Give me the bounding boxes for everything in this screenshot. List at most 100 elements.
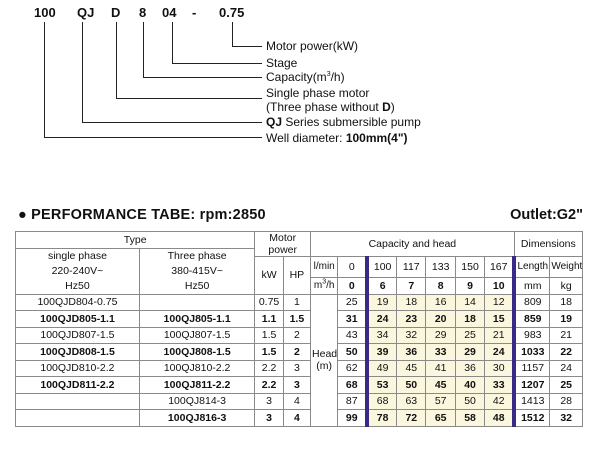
head-value: 18 [454, 310, 486, 328]
head-value: 36 [396, 343, 427, 361]
length-value: 1512 [512, 409, 551, 427]
type-header: Type [14, 231, 256, 249]
head-value: 50 [337, 343, 368, 361]
leader-stage-h [172, 63, 262, 64]
code-phase: D [111, 5, 121, 20]
header-row-lmin: kW HP l/min 0 100 117 133 150 167 Length… [16, 256, 583, 295]
single-phase-model: 100QJD811-2.2 [15, 376, 140, 394]
head-value: 32 [396, 326, 427, 344]
head-value: 62 [337, 359, 368, 377]
lmin-value: 0 [337, 256, 368, 278]
leader-series-v [82, 22, 83, 122]
head-value: 24 [484, 343, 515, 361]
head-value: 23 [396, 310, 427, 328]
length-value: 809 [512, 293, 551, 311]
leader-capacity-v [143, 22, 144, 77]
leader-stage-v [172, 22, 173, 63]
head-value: 34 [365, 326, 398, 344]
header-row-1: Type Motor power Capacity and head Dimens… [14, 231, 584, 257]
three-phase-model: 100QJ807-1.5 [138, 326, 256, 344]
three-phase-model: 100QJ805-1.1 [138, 310, 256, 328]
legend-motor-power: Motor power(kW) [266, 39, 359, 53]
hp-header: HP [282, 256, 312, 295]
motor-power-header: Motor power [254, 231, 312, 257]
leader-diameter-v [44, 22, 45, 137]
head-value: 14 [454, 293, 486, 311]
single-phase-model [15, 409, 140, 427]
length-value: 983 [512, 326, 551, 344]
single-phase-model: 100QJD810-2.2 [15, 359, 140, 377]
three-phase-model: 100QJ810-2.2 [138, 359, 256, 377]
weight-unit: kg [549, 277, 583, 295]
head-value: 45 [425, 376, 456, 394]
head-value: 49 [365, 359, 398, 377]
outlet-label: Outlet:G2" [510, 207, 583, 223]
head-value: 41 [425, 359, 456, 377]
single-phase-header: single phase 220-240V~ Hz50 [15, 247, 140, 295]
m3h-value: 7 [396, 277, 427, 295]
head-value: 29 [454, 343, 486, 361]
head-value: 53 [365, 376, 398, 394]
motor-hp: 1.5 [282, 310, 312, 328]
head-value: 12 [484, 293, 515, 311]
motor-hp: 4 [282, 409, 312, 427]
length-header: Length [512, 256, 551, 278]
head-value: 78 [365, 409, 398, 427]
head-value: 99 [337, 409, 368, 427]
table-row: 100QJD808-1.5 100QJ808-1.5 1.5 2 50 39 36 33 29 2… [15, 343, 583, 361]
head-value: 42 [484, 392, 515, 410]
table-row: 100QJD810-2.2 100QJ810-2.2 2.2 3 62 49 45 41 36 3… [15, 359, 583, 377]
table-row: 100QJD805-1.1 100QJ805-1.1 1.1 1.5 31 24 23 20 1… [15, 310, 583, 328]
head-label: Head (m) [310, 293, 339, 427]
head-value: 57 [425, 392, 456, 410]
performance-table: Type Motor power Capacity and head Dimens… [14, 231, 584, 427]
table-row: 100QJD807-1.5 100QJ807-1.5 1.5 2 43 34 32 29 25 2… [15, 326, 583, 344]
motor-hp: 3 [282, 359, 312, 377]
leader-series-h [82, 122, 262, 123]
length-unit: mm [512, 277, 551, 295]
motor-hp: 1 [282, 293, 312, 311]
head-value: 19 [365, 293, 398, 311]
legend-capacity: Capacity(m3/h) [266, 70, 345, 84]
head-value: 33 [484, 376, 515, 394]
m3h-value: 10 [484, 277, 515, 295]
leader-phase-v [116, 22, 117, 98]
head-value: 87 [337, 392, 368, 410]
head-value: 30 [484, 359, 515, 377]
table-row: 100QJD811-2.2 100QJ811-2.2 2.2 3 68 53 50 45 40 3… [15, 376, 583, 394]
three-phase-header: Three phase 380-415V~ Hz50 [138, 247, 256, 295]
leader-power-h [232, 46, 262, 47]
three-phase-model: 100QJ816-3 [138, 409, 256, 427]
lmin-label: l/min [310, 256, 339, 278]
head-value: 45 [396, 359, 427, 377]
motor-kw: 3 [254, 392, 284, 410]
capacity-head-header: Capacity and head [310, 231, 515, 257]
leader-diameter-h [44, 137, 262, 138]
head-value: 68 [337, 376, 368, 394]
code-capacity: 8 [139, 5, 147, 20]
lmin-value: 150 [454, 256, 486, 278]
motor-kw: 1.5 [254, 326, 284, 344]
head-value: 39 [365, 343, 398, 361]
weight-value: 21 [549, 326, 583, 344]
weight-value: 24 [549, 359, 583, 377]
head-value: 50 [454, 392, 486, 410]
motor-kw: 3 [254, 409, 284, 427]
length-value: 1413 [512, 392, 551, 410]
performance-title: ● PERFORMANCE TABE: rpm:2850 [18, 207, 266, 223]
weight-value: 18 [549, 293, 583, 311]
motor-hp: 4 [282, 392, 312, 410]
head-value: 24 [365, 310, 398, 328]
motor-hp: 3 [282, 376, 312, 394]
head-value: 65 [425, 409, 456, 427]
header-row-2: single phase 220-240V~ Hz50 Three phase 380… [15, 247, 583, 295]
head-value: 25 [337, 293, 368, 311]
m3h-value: 6 [365, 277, 398, 295]
length-value: 1207 [512, 376, 551, 394]
head-value: 48 [484, 409, 515, 427]
weight-value: 32 [549, 409, 583, 427]
motor-kw: 2.2 [254, 376, 284, 394]
single-phase-model: 100QJD805-1.1 [15, 310, 140, 328]
m3h-label: m3/h [310, 277, 339, 295]
head-value: 18 [396, 293, 427, 311]
